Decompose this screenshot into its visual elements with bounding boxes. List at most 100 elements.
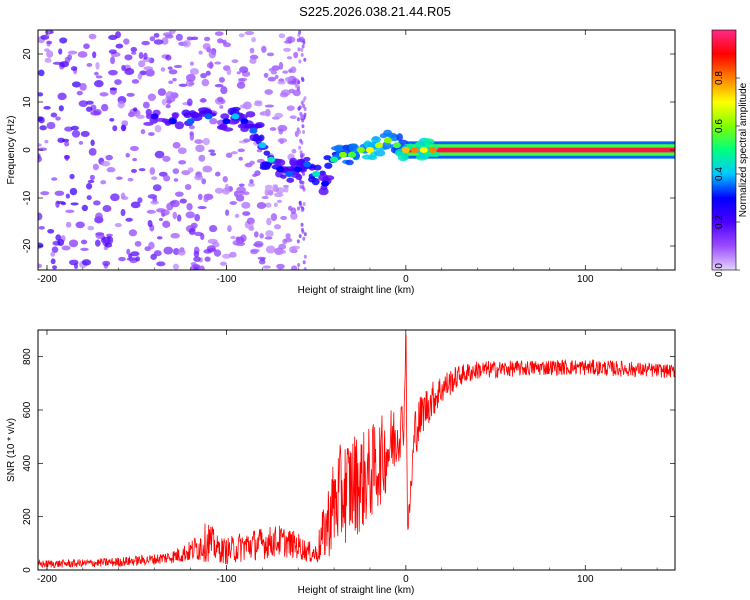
heatmap-speckle xyxy=(172,141,181,149)
heatmap-speckle xyxy=(244,30,255,36)
heatmap-speckle xyxy=(44,139,49,144)
heatmap-speckle xyxy=(62,138,70,143)
heatmap-speckle xyxy=(219,261,227,266)
heatmap-speckle xyxy=(93,200,101,206)
heatmap-speckle xyxy=(40,191,50,196)
heatmap-speckle xyxy=(47,228,55,234)
heatmap-speckle xyxy=(300,227,304,232)
heatmap-speckle xyxy=(296,239,300,244)
heatmap-speckle xyxy=(38,155,42,163)
heatmap-speckle xyxy=(112,125,118,132)
ridge-point xyxy=(249,127,258,134)
heatmap-speckle xyxy=(278,128,284,135)
heatmap-speckle xyxy=(300,48,304,53)
heatmap-speckle xyxy=(286,105,295,111)
ridge-halo xyxy=(379,133,388,139)
heatmap-speckle xyxy=(172,263,180,270)
ridge-point xyxy=(330,156,339,163)
x-tick-label: -200 xyxy=(37,274,57,285)
heatmap-speckle xyxy=(222,175,228,183)
ridge-halo xyxy=(313,164,322,171)
heatmap-speckle xyxy=(99,92,109,97)
heatmap-speckle xyxy=(189,61,194,66)
heatmap-speckle xyxy=(45,30,51,37)
heatmap-speckle xyxy=(104,242,113,248)
heatmap-speckle xyxy=(69,187,78,196)
heatmap-speckle xyxy=(172,211,178,220)
heatmap-speckle xyxy=(50,258,56,265)
heatmap-speckle xyxy=(57,238,65,247)
heatmap-speckle xyxy=(172,168,180,175)
heatmap-speckle xyxy=(282,238,288,245)
heatmap-speckle xyxy=(297,47,301,52)
heatmap-speckle xyxy=(205,70,211,76)
ridge-point xyxy=(231,113,240,120)
heatmap-speckle xyxy=(127,177,134,182)
heatmap-speckle xyxy=(249,47,255,54)
heatmap-speckle xyxy=(120,208,126,217)
heatmap-speckle xyxy=(301,152,305,157)
colorbar-tick-label: 0.6 xyxy=(714,119,725,133)
heatmap-speckle xyxy=(265,245,276,254)
heatmap-speckle xyxy=(102,260,111,267)
heatmap-speckle xyxy=(153,39,164,45)
heatmap-speckle xyxy=(193,267,199,270)
heatmap-speckle xyxy=(94,71,99,76)
ridge-halo xyxy=(143,121,154,126)
heatmap-speckle xyxy=(226,68,232,76)
heatmap-speckle xyxy=(218,77,225,83)
heatmap-speckle xyxy=(43,105,51,110)
heatmap-speckle xyxy=(136,114,145,119)
heatmap-speckle xyxy=(153,32,160,38)
heatmap-speckle xyxy=(68,239,79,248)
heatmap-speckle xyxy=(302,202,306,207)
heatmap-speckle xyxy=(162,155,171,162)
heatmap-speckle xyxy=(250,249,259,255)
heatmap-speckle xyxy=(189,68,199,75)
heatmap-speckle xyxy=(130,201,141,209)
heatmap-speckle xyxy=(282,70,289,74)
spectrogram-ylabel: Frequency (Hz) xyxy=(6,116,17,185)
ridge-halo xyxy=(220,113,230,120)
y-tick-label: 200 xyxy=(22,508,33,525)
ridge-halo xyxy=(261,161,273,167)
heatmap-speckle xyxy=(238,77,248,82)
heatmap-speckle xyxy=(117,100,125,109)
ridge-point xyxy=(303,161,312,168)
heatmap-speckle xyxy=(56,200,66,205)
ridge-halo xyxy=(243,124,256,129)
y-tick-label: -10 xyxy=(22,190,33,205)
ridge-point xyxy=(285,171,294,177)
heatmap-speckle xyxy=(235,194,245,202)
heatmap-speckle xyxy=(120,124,127,132)
heatmap-speckle xyxy=(199,265,205,270)
heatmap-speckle xyxy=(156,236,163,240)
heatmap-speckle xyxy=(69,173,75,180)
heatmap-speckle xyxy=(266,52,275,57)
heatmap-speckle xyxy=(172,77,177,82)
heatmap-speckle xyxy=(208,50,217,59)
heatmap-speckle xyxy=(194,174,204,181)
heatmap-speckle xyxy=(234,213,240,218)
heatmap-speckle xyxy=(116,176,123,180)
heatmap-speckle xyxy=(65,209,75,214)
heatmap-speckle xyxy=(94,80,104,88)
heatmap-speckle xyxy=(156,208,166,213)
heatmap-speckle xyxy=(256,148,263,153)
heatmap-speckle xyxy=(168,69,178,75)
x-tick-label: -100 xyxy=(216,574,236,585)
ridge-halo xyxy=(199,110,209,115)
heatmap-speckle xyxy=(262,265,271,269)
heatmap-speckle xyxy=(86,63,93,67)
heatmap-speckle xyxy=(264,104,275,108)
heatmap-speckle xyxy=(300,52,304,57)
heatmap-speckle xyxy=(149,36,156,42)
heatmap-speckle xyxy=(132,107,138,112)
heatmap-speckle xyxy=(109,87,118,91)
heatmap-speckle xyxy=(222,253,232,259)
heatmap-speckle xyxy=(67,50,78,55)
heatmap-speckle xyxy=(77,51,88,58)
heatmap-speckle xyxy=(276,199,282,203)
colorbar: 0.0 0.2 0.4 0.6 0.8 Normalized spectral ampl… xyxy=(711,29,749,277)
y-tick-label: 0 xyxy=(22,567,33,573)
